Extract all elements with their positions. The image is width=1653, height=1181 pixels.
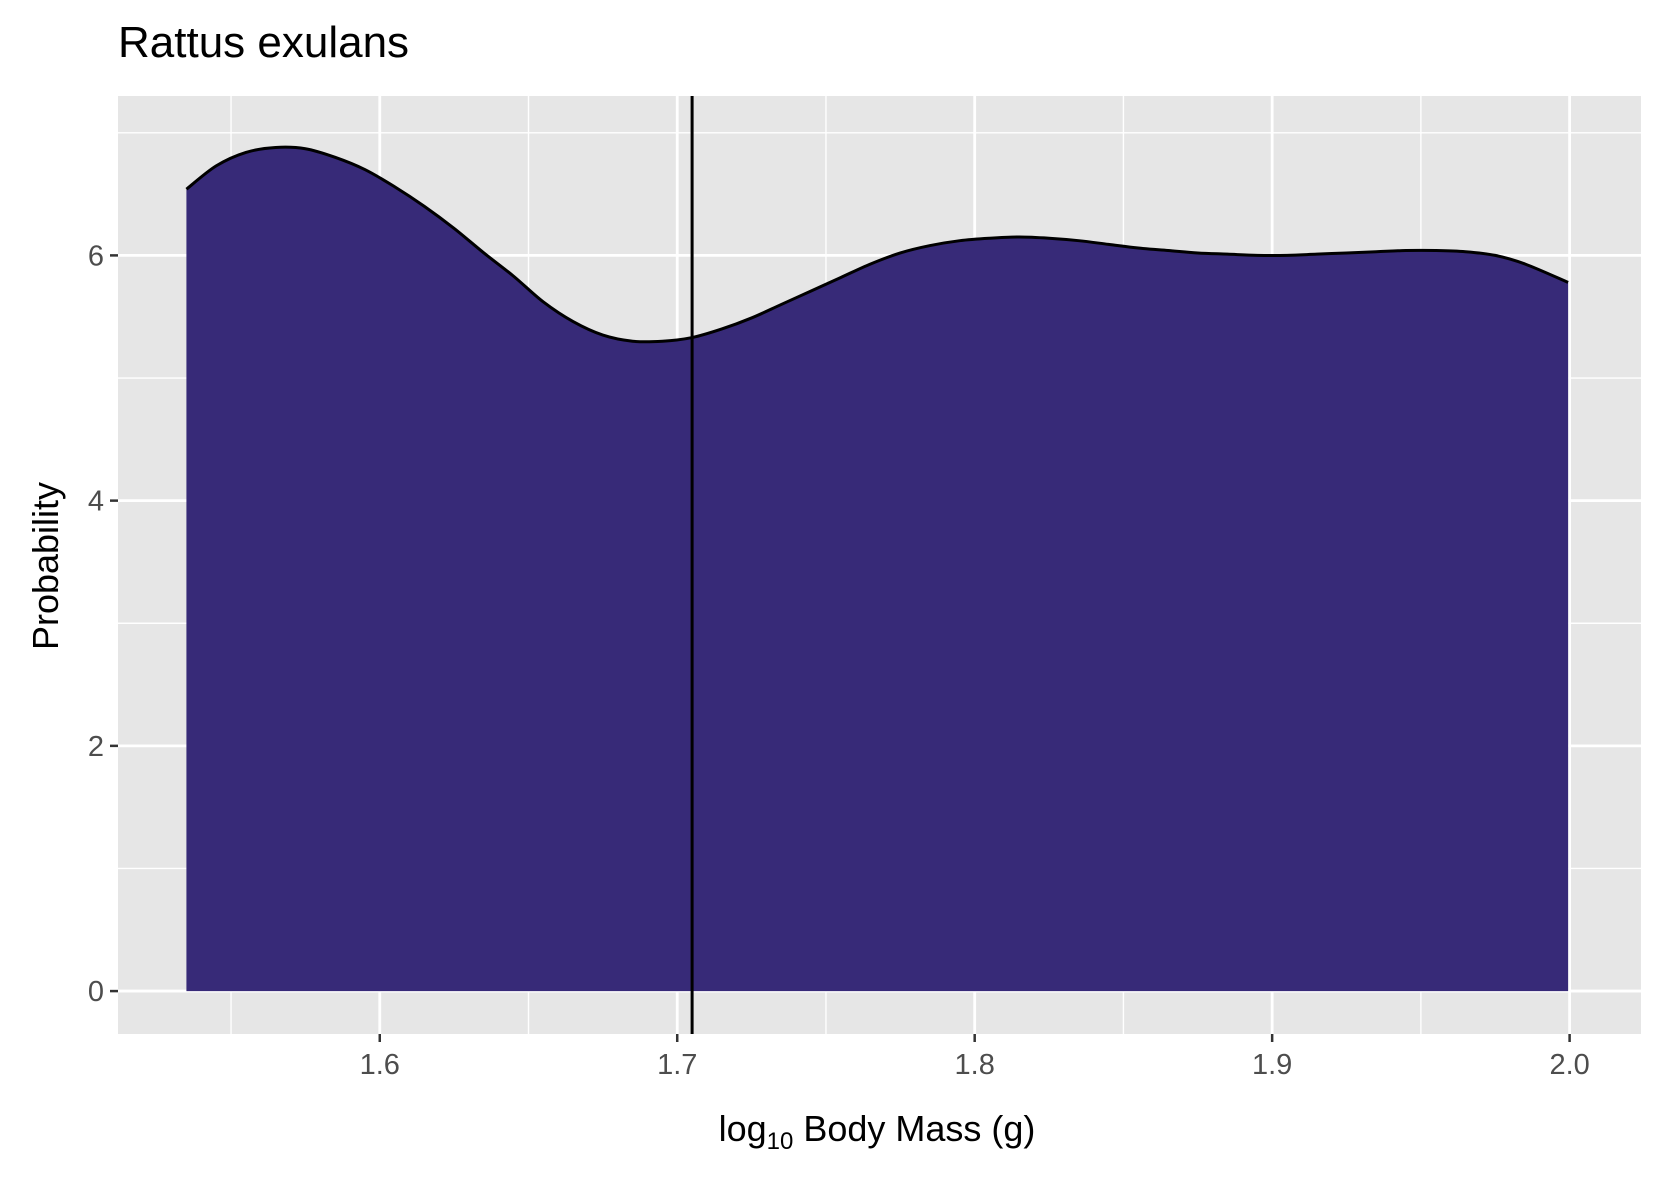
x-tick-label: 1.8 — [955, 1049, 995, 1081]
y-tick-label: 2 — [88, 731, 104, 763]
x-tick-label: 1.7 — [657, 1049, 697, 1081]
density-area — [186, 147, 1569, 992]
y-tick-label: 0 — [88, 976, 104, 1008]
x-axis-label-subscript: 10 — [766, 1128, 794, 1156]
x-tick-label: 2.0 — [1549, 1049, 1589, 1081]
density-line — [185, 145, 1569, 344]
x-tick-label: 1.6 — [360, 1049, 400, 1081]
x-tick-label: 1.9 — [1252, 1049, 1292, 1081]
y-tick-label: 6 — [88, 240, 104, 272]
chart-title: Rattus exulans — [118, 18, 410, 67]
y-tick-label: 4 — [88, 486, 104, 518]
x-axis-label-prefix: log — [718, 1107, 767, 1149]
x-axis-label: log10 Body Mass (g) — [719, 1108, 1036, 1156]
x-axis-label-main: Body Mass (g) — [803, 1107, 1036, 1149]
